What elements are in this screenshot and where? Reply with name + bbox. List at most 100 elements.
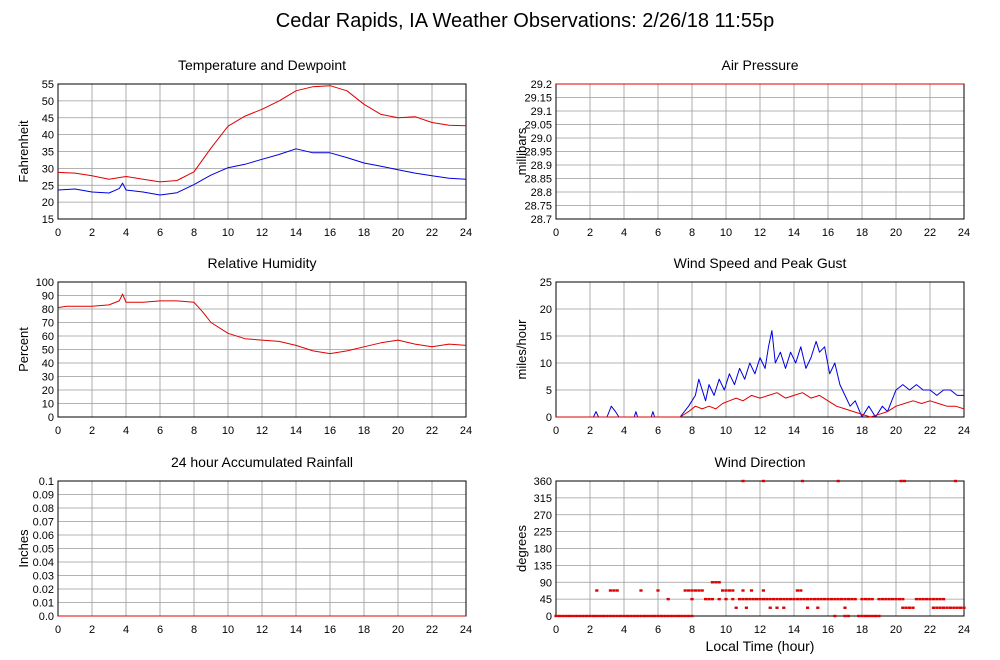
wind-xtick-label: 16 <box>822 425 834 437</box>
temp-xtick-label: 4 <box>123 227 129 239</box>
direction-point <box>942 597 946 601</box>
temp-ytick-label: 30 <box>42 163 54 175</box>
direction-point <box>561 614 565 618</box>
direction-point <box>717 581 721 584</box>
wind-ytick-label: 5 <box>546 385 552 397</box>
wind-xtick-label: 4 <box>621 425 627 437</box>
humidity-xtick-label: 8 <box>191 425 197 437</box>
rain-ytick-label: 0.01 <box>33 598 54 610</box>
rain-ytick-label: 0.02 <box>33 584 54 596</box>
pressure-ytick-label: 29.05 <box>524 120 552 132</box>
direction-point <box>751 597 755 601</box>
temp-ytick-label: 20 <box>42 197 54 209</box>
direction-point <box>741 589 745 592</box>
temp-xtick-label: 24 <box>460 227 472 239</box>
wind-xtick-label: 24 <box>958 425 970 437</box>
rain-xtick-label: 8 <box>191 624 197 636</box>
humidity-ytick-label: 100 <box>36 277 54 289</box>
direction-point <box>911 606 915 609</box>
direction-point <box>622 614 626 618</box>
direction-point <box>697 589 701 592</box>
direction-frame <box>555 480 965 617</box>
temp-xtick-label: 18 <box>358 227 370 239</box>
humidity-ytick-label: 80 <box>42 304 54 316</box>
rain-ytick-label: 0.06 <box>33 530 54 542</box>
temp-frame <box>57 83 467 220</box>
direction-point <box>955 606 959 609</box>
humidity-xtick-label: 18 <box>358 425 370 437</box>
humidity-frame <box>57 281 467 418</box>
direction-point <box>775 597 779 601</box>
direction-title: Wind Direction <box>714 454 805 470</box>
direction-point <box>731 589 735 592</box>
direction-xtick-label: 12 <box>754 624 766 636</box>
wind-ytick-label: 0 <box>546 412 552 424</box>
humidity-xtick-label: 4 <box>123 425 129 437</box>
temp-xtick-label: 20 <box>392 227 404 239</box>
direction-point <box>789 597 793 601</box>
direction-point <box>761 597 765 601</box>
direction-ytick-label: 45 <box>540 594 552 606</box>
pressure-xtick-label: 14 <box>788 227 800 239</box>
humidity-xtick-label: 22 <box>426 425 438 437</box>
direction-point <box>860 597 864 601</box>
direction-point <box>792 597 796 601</box>
direction-point <box>710 597 714 601</box>
direction-point <box>904 606 908 609</box>
direction-point <box>595 614 599 618</box>
direction-ytick-label: 135 <box>534 560 552 572</box>
temp-xtick-label: 22 <box>426 227 438 239</box>
direction-point <box>819 597 823 601</box>
direction-point <box>574 614 578 618</box>
wind-title: Wind Speed and Peak Gust <box>674 255 847 271</box>
wind-ytick-label: 20 <box>540 304 552 316</box>
direction-point <box>843 606 847 609</box>
wind-xtick-label: 8 <box>689 425 695 437</box>
pressure-xtick-label: 22 <box>924 227 936 239</box>
temp-ytick-label: 50 <box>42 96 54 108</box>
humidity-xtick-label: 2 <box>89 425 95 437</box>
humidity-title: Relative Humidity <box>208 255 317 271</box>
direction-point <box>867 614 871 618</box>
wind-ytick-label: 25 <box>540 277 552 289</box>
direction-ytick-label: 225 <box>534 527 552 539</box>
humidity-xtick-label: 24 <box>460 425 472 437</box>
pressure-xtick-label: 24 <box>958 227 970 239</box>
temp-ytick-label: 55 <box>42 79 54 91</box>
direction-point <box>629 614 633 618</box>
direction-point <box>795 597 799 601</box>
rain-xtick-label: 22 <box>426 624 438 636</box>
temp-ytick-label: 40 <box>42 130 54 142</box>
pressure-xtick-label: 20 <box>890 227 902 239</box>
shared-xlabel: Local Time (hour) <box>706 638 815 654</box>
humidity-ytick-label: 90 <box>42 291 54 303</box>
direction-point <box>785 597 789 601</box>
humidity-ytick-label: 20 <box>42 385 54 397</box>
rain-ytick-label: 0.09 <box>33 490 54 502</box>
humidity-ytick-label: 30 <box>42 372 54 384</box>
pressure-xtick-label: 6 <box>655 227 661 239</box>
direction-point <box>921 597 925 601</box>
direction-point <box>673 614 677 618</box>
direction-point <box>683 589 687 592</box>
humidity-ytick-label: 60 <box>42 331 54 343</box>
rain-xtick-label: 24 <box>460 624 472 636</box>
direction-point <box>646 614 650 618</box>
direction-point <box>612 589 616 592</box>
humidity-series-0-line <box>57 293 467 355</box>
pressure-ytick-label: 29.0 <box>531 133 552 145</box>
direction-point <box>744 606 748 609</box>
direction-point <box>935 597 939 601</box>
direction-point <box>857 614 861 618</box>
direction-point <box>636 614 640 618</box>
direction-xtick-label: 4 <box>621 624 627 636</box>
pressure-xtick-label: 12 <box>754 227 766 239</box>
pressure-ytick-label: 29.1 <box>531 106 552 118</box>
direction-point <box>680 614 684 618</box>
direction-point <box>887 597 891 601</box>
direction-point <box>894 597 898 601</box>
direction-point <box>901 606 905 609</box>
direction-point <box>595 589 599 592</box>
direction-point <box>615 589 619 592</box>
